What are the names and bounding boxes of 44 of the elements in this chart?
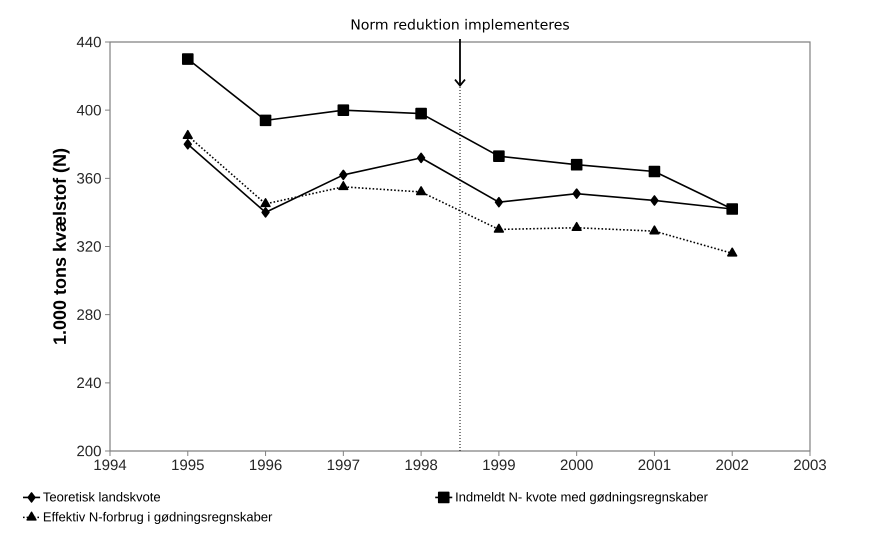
- point: [649, 225, 660, 234]
- x-tick-label: 1998: [406, 460, 438, 470]
- x-tick-label: 1994: [94, 460, 126, 470]
- point: [648, 166, 660, 178]
- point: [572, 222, 582, 232]
- x-tick-label: 2003: [794, 460, 826, 470]
- legend-label: Indmeldt N- kvote med gødningsregnskaber: [456, 492, 708, 504]
- point: [416, 186, 426, 196]
- y-axis-title: 1.000 tons kvælstof (N): [52, 148, 70, 344]
- point: [184, 138, 192, 150]
- point: [338, 104, 350, 116]
- point: [727, 248, 738, 257]
- x-tick-label: 2001: [638, 460, 670, 470]
- point: [338, 181, 348, 190]
- point: [494, 196, 504, 208]
- point: [570, 158, 582, 170]
- point: [339, 170, 348, 180]
- point: [261, 207, 270, 218]
- point: [182, 53, 194, 65]
- point: [182, 130, 193, 140]
- x-tick-label: 1997: [328, 460, 360, 470]
- x-tick-label: 1996: [250, 460, 282, 470]
- point: [416, 152, 426, 164]
- y-tick-label: 280: [77, 309, 101, 320]
- point: [260, 198, 271, 208]
- x-tick-label: 2000: [560, 460, 593, 470]
- x-tick-label: 1999: [483, 460, 515, 470]
- y-tick-label: 400: [76, 104, 101, 116]
- point: [650, 195, 659, 206]
- ref-line-label: Norm reduktion implementeres: [352, 18, 569, 32]
- legend-label: Effektiv N-forbrug i gødningsregnskaber: [44, 512, 272, 524]
- y-tick-label: 200: [77, 446, 101, 456]
- y-tick-label: 360: [77, 173, 101, 184]
- y-tick-label: 240: [77, 378, 101, 388]
- y-tick-label: 440: [76, 36, 101, 48]
- point: [415, 108, 427, 120]
- point: [260, 114, 272, 126]
- y-tick-label: 320: [77, 241, 101, 252]
- point: [493, 150, 505, 162]
- point: [494, 224, 504, 233]
- legend-label: Teoretisk landskvote: [43, 492, 160, 502]
- point: [572, 188, 581, 199]
- x-tick-label: 1995: [172, 460, 204, 470]
- x-tick-label: 2002: [716, 460, 748, 470]
